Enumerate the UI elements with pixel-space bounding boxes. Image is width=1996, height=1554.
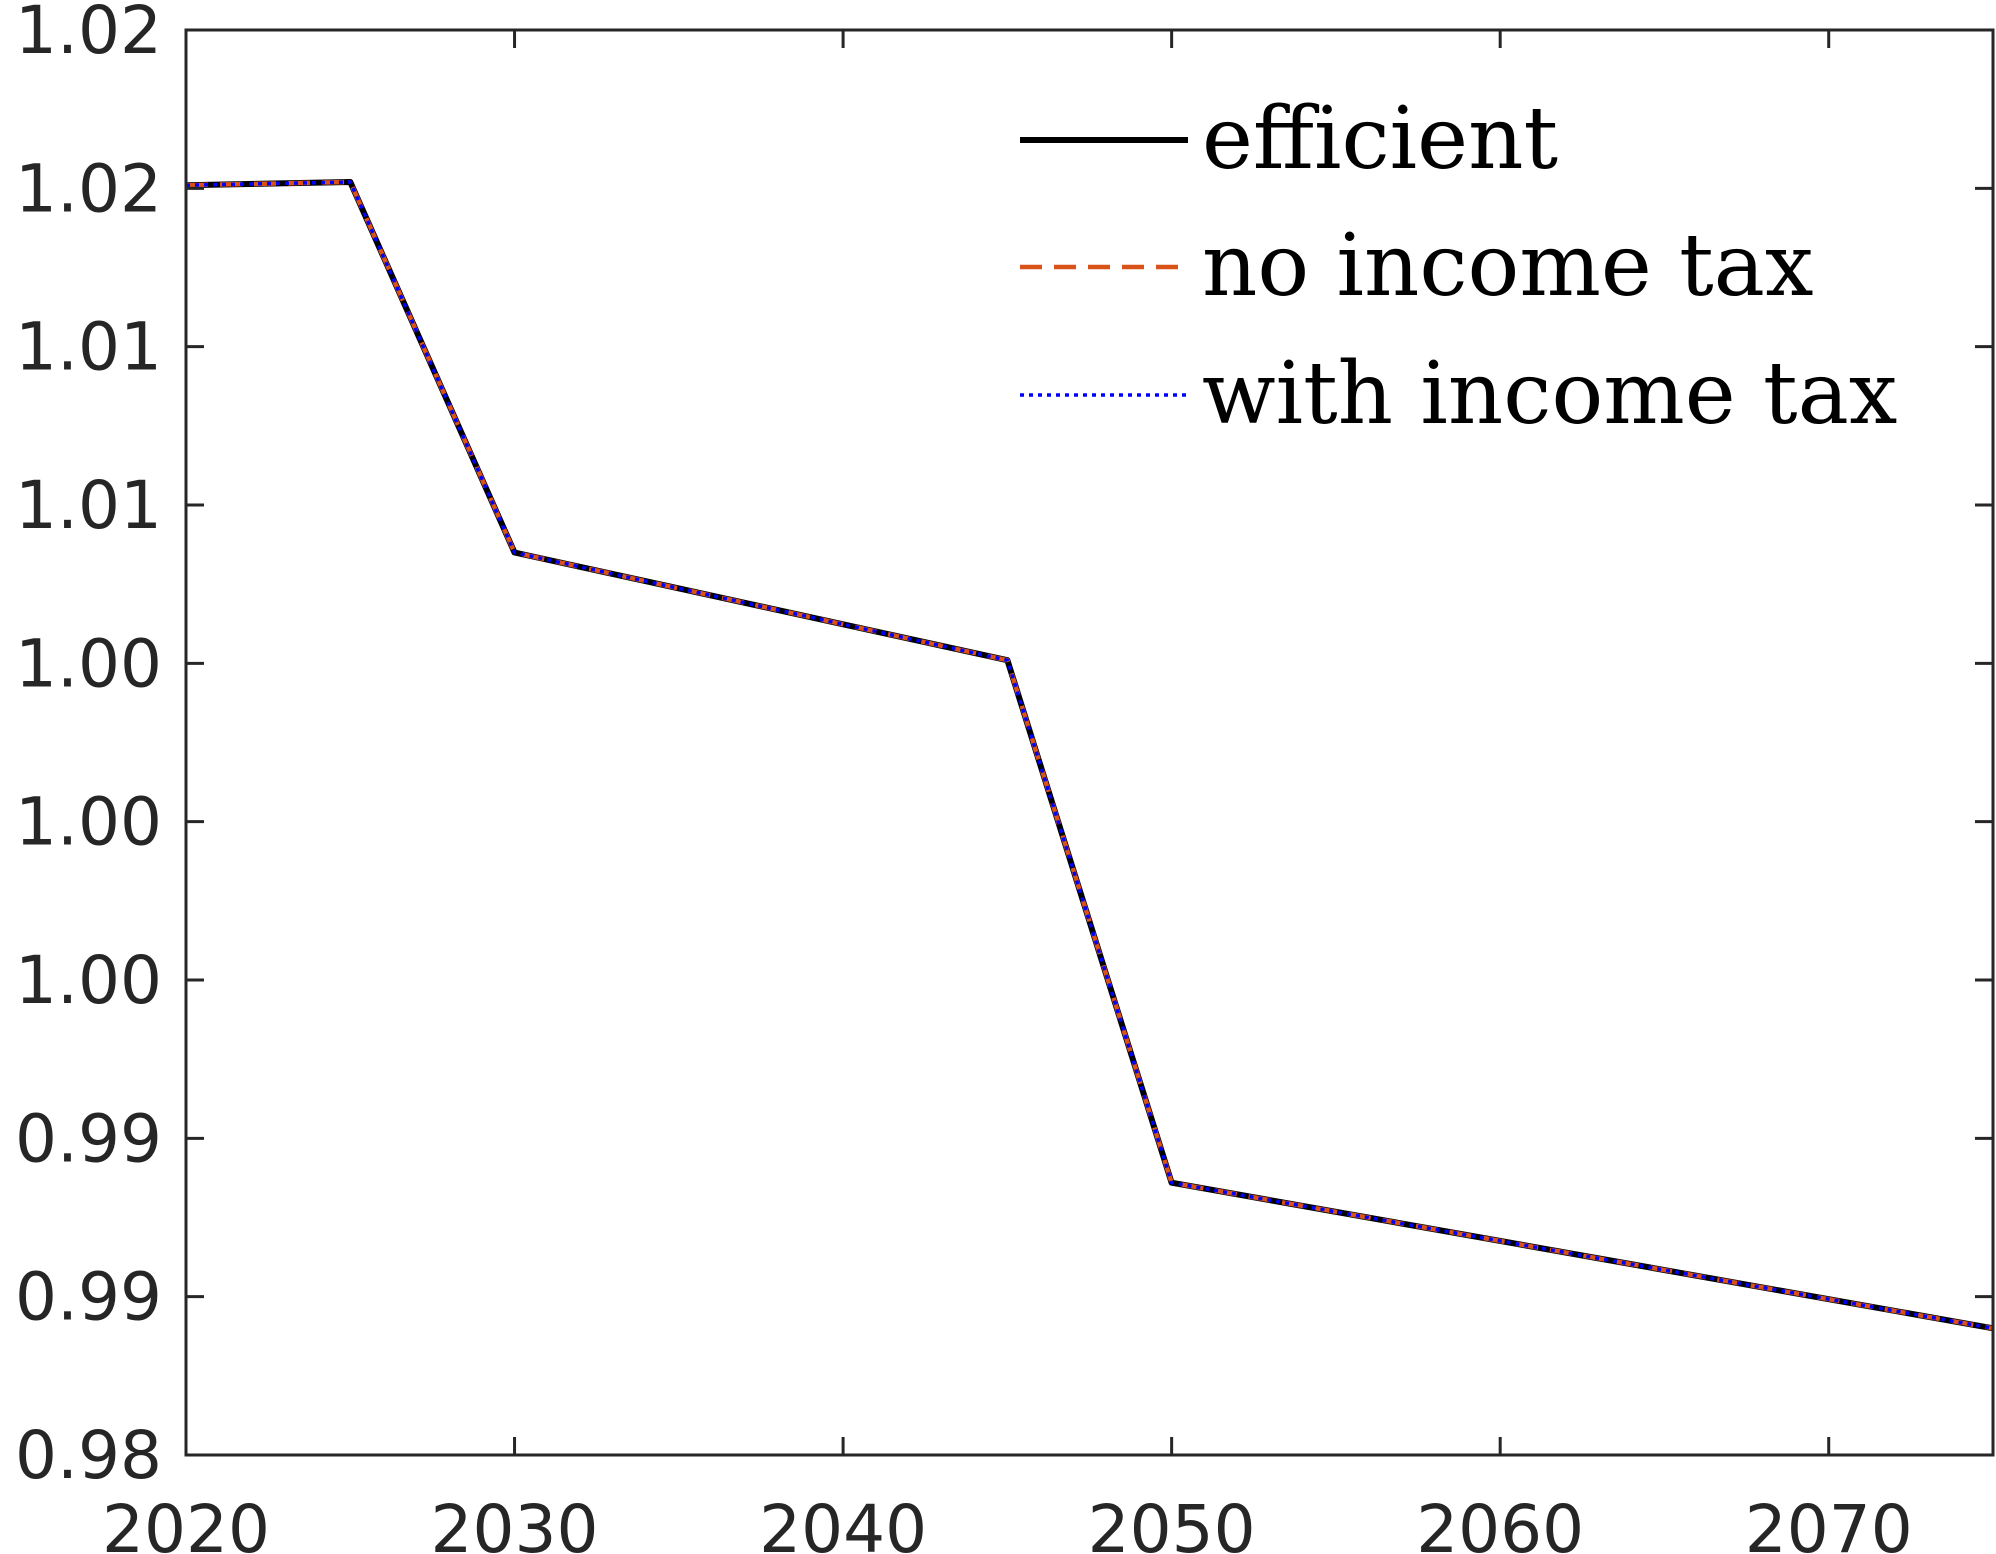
x-tick-label: 2050 <box>1088 1491 1256 1554</box>
axes-box <box>184 28 1995 1457</box>
x-tick-label: 2020 <box>102 1491 270 1554</box>
legend: efficient no income tax with income tax <box>1020 89 1897 444</box>
y-tick-label: 1.00 <box>15 784 162 861</box>
x-tick-label: 2070 <box>1745 1491 1913 1554</box>
y-tick-label: 0.98 <box>15 1417 162 1494</box>
series-line-with-income-tax <box>185 180 1994 1331</box>
y-tick-label: 1.01 <box>15 467 162 544</box>
y-tick-label: 1.00 <box>15 625 162 702</box>
y-tick-label: 1.01 <box>15 309 162 386</box>
x-tick-label: 2040 <box>759 1491 927 1554</box>
legend-label-with-income-tax: with income tax <box>1202 344 1897 444</box>
y-tick-label: 0.99 <box>15 1259 162 1336</box>
x-tick-label: 2030 <box>431 1491 599 1554</box>
y-tick-label: 1.02 <box>15 0 162 69</box>
ticks-layer: 2020 2030 2040 2050 2060 2070 0.98 0.99 0.99 1.00… <box>15 0 1993 1554</box>
y-tick-label: 1.02 <box>15 150 162 227</box>
x-tick-label: 2060 <box>1416 1491 1584 1554</box>
y-tick-label: 0.99 <box>15 1100 162 1177</box>
legend-label-no-income-tax: no income tax <box>1202 216 1813 316</box>
legend-label-efficient: efficient <box>1202 89 1558 189</box>
series-layer <box>185 179 1994 1332</box>
y-tick-label: 1.00 <box>15 942 162 1019</box>
